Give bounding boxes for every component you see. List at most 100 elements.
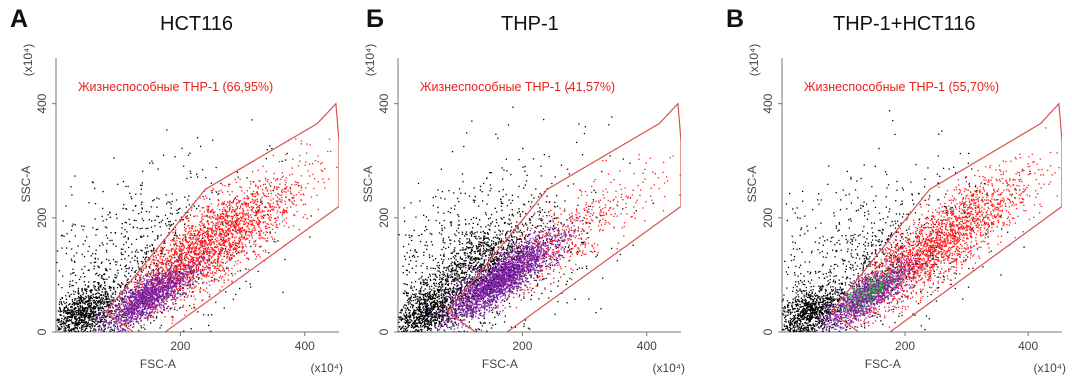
event-point (149, 302, 151, 304)
event-point (78, 333, 79, 334)
event-point (67, 338, 68, 339)
event-point (123, 292, 125, 294)
event-point (94, 315, 96, 317)
event-point (112, 307, 114, 309)
event-point (131, 294, 133, 297)
event-point (284, 211, 286, 214)
event-point (222, 239, 224, 241)
event-point (230, 232, 233, 235)
event-point (98, 286, 100, 288)
event-point (122, 292, 124, 294)
event-point (162, 269, 164, 271)
event-point (308, 175, 311, 177)
event-point (199, 197, 201, 199)
event-point (104, 292, 107, 294)
event-point (185, 252, 187, 254)
event-point (215, 166, 217, 169)
event-point (169, 275, 171, 277)
event-point (74, 316, 76, 318)
event-point (89, 310, 92, 313)
event-point (323, 181, 325, 184)
event-point (75, 310, 77, 312)
event-point (76, 312, 78, 314)
event-point (255, 212, 257, 214)
event-point (73, 312, 75, 314)
event-point (150, 250, 152, 252)
event-point (133, 288, 136, 291)
event-point (92, 307, 94, 309)
event-point (158, 279, 160, 282)
event-point (210, 228, 212, 230)
event-point (221, 286, 223, 288)
event-point (200, 221, 202, 223)
event-point (217, 225, 219, 227)
event-point (151, 250, 153, 253)
event-point (251, 220, 253, 222)
event-point (159, 266, 161, 269)
event-point (255, 229, 257, 231)
event-point (280, 178, 282, 181)
event-point (176, 282, 178, 284)
event-point (118, 283, 120, 286)
event-point (93, 311, 95, 313)
event-point (183, 165, 185, 167)
event-point (148, 312, 151, 314)
event-point (191, 226, 193, 228)
event-point (86, 322, 88, 324)
event-point (65, 252, 67, 255)
event-point (171, 280, 173, 283)
event-point (210, 247, 212, 249)
event-point (176, 253, 178, 256)
event-point (188, 248, 190, 251)
event-point (162, 285, 165, 287)
event-point (101, 300, 103, 302)
event-point (256, 212, 258, 214)
event-point (116, 304, 118, 306)
event-point (118, 312, 120, 314)
event-point (160, 246, 163, 248)
event-point (72, 329, 74, 331)
event-point (64, 329, 67, 331)
event-point (114, 309, 116, 311)
event-point (247, 218, 249, 220)
event-point (67, 320, 69, 322)
event-point (210, 190, 212, 192)
event-point (220, 250, 222, 252)
event-point (225, 235, 228, 237)
event-point (252, 243, 255, 245)
event-point (264, 177, 267, 179)
event-point (111, 299, 113, 301)
event-point (147, 316, 149, 318)
event-point (90, 306, 93, 308)
event-point (56, 250, 59, 252)
event-point (98, 321, 100, 323)
event-point (227, 224, 229, 227)
event-point (233, 210, 235, 212)
event-point (149, 297, 151, 299)
event-point (249, 221, 252, 223)
event-point (72, 285, 74, 287)
event-point (161, 263, 163, 265)
event-point (140, 310, 142, 312)
event-point (207, 235, 210, 238)
event-point (106, 243, 108, 245)
event-point (218, 243, 220, 245)
event-point (115, 277, 117, 279)
event-point (163, 296, 165, 298)
event-point (175, 242, 177, 244)
event-point (195, 238, 197, 240)
event-point (220, 228, 222, 230)
event-point (185, 269, 187, 271)
event-point (233, 211, 235, 213)
event-point (148, 211, 150, 213)
event-point (263, 232, 265, 234)
event-point (142, 302, 144, 305)
event-point (198, 247, 200, 250)
event-point (70, 229, 73, 231)
event-point (246, 190, 248, 192)
event-point (134, 286, 136, 288)
event-point (134, 259, 136, 261)
event-point (99, 314, 102, 316)
event-point (115, 245, 117, 247)
event-point (120, 285, 122, 287)
